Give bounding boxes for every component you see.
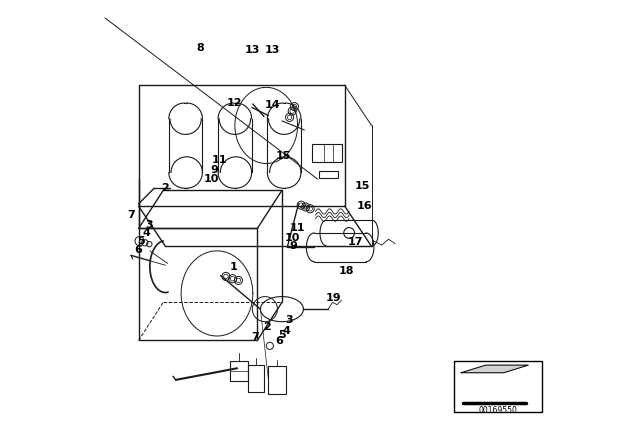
Text: 3: 3 <box>285 315 293 325</box>
Text: 7: 7 <box>127 210 135 220</box>
Text: 00169550: 00169550 <box>479 406 517 415</box>
Text: 9: 9 <box>289 241 297 251</box>
Text: 7: 7 <box>252 332 259 342</box>
Text: 11: 11 <box>212 155 227 165</box>
Text: 15: 15 <box>355 181 371 191</box>
Text: 19: 19 <box>326 293 341 303</box>
Polygon shape <box>461 365 529 373</box>
Text: 5: 5 <box>137 236 145 246</box>
Text: 11: 11 <box>290 224 305 233</box>
Text: 8: 8 <box>196 43 204 53</box>
Text: 10: 10 <box>285 233 300 243</box>
Text: 6: 6 <box>276 336 284 346</box>
Text: 18: 18 <box>338 266 354 276</box>
Polygon shape <box>312 144 342 162</box>
Text: 13: 13 <box>245 45 260 55</box>
Text: 4: 4 <box>142 228 150 238</box>
Text: 17: 17 <box>348 237 364 247</box>
Text: 2: 2 <box>161 183 170 193</box>
Text: 13: 13 <box>264 45 280 55</box>
Text: 14: 14 <box>264 100 280 110</box>
Text: 16: 16 <box>357 201 372 211</box>
Text: 1: 1 <box>229 262 237 271</box>
Text: 10: 10 <box>204 174 220 184</box>
Text: 3: 3 <box>145 220 153 230</box>
Text: 4: 4 <box>283 326 291 336</box>
Text: 9: 9 <box>210 165 218 175</box>
Text: 2: 2 <box>263 322 271 332</box>
Text: 12: 12 <box>227 98 243 108</box>
Text: 6: 6 <box>134 245 142 255</box>
Text: 15: 15 <box>276 151 291 161</box>
Text: 5: 5 <box>278 330 286 340</box>
Polygon shape <box>319 171 338 178</box>
